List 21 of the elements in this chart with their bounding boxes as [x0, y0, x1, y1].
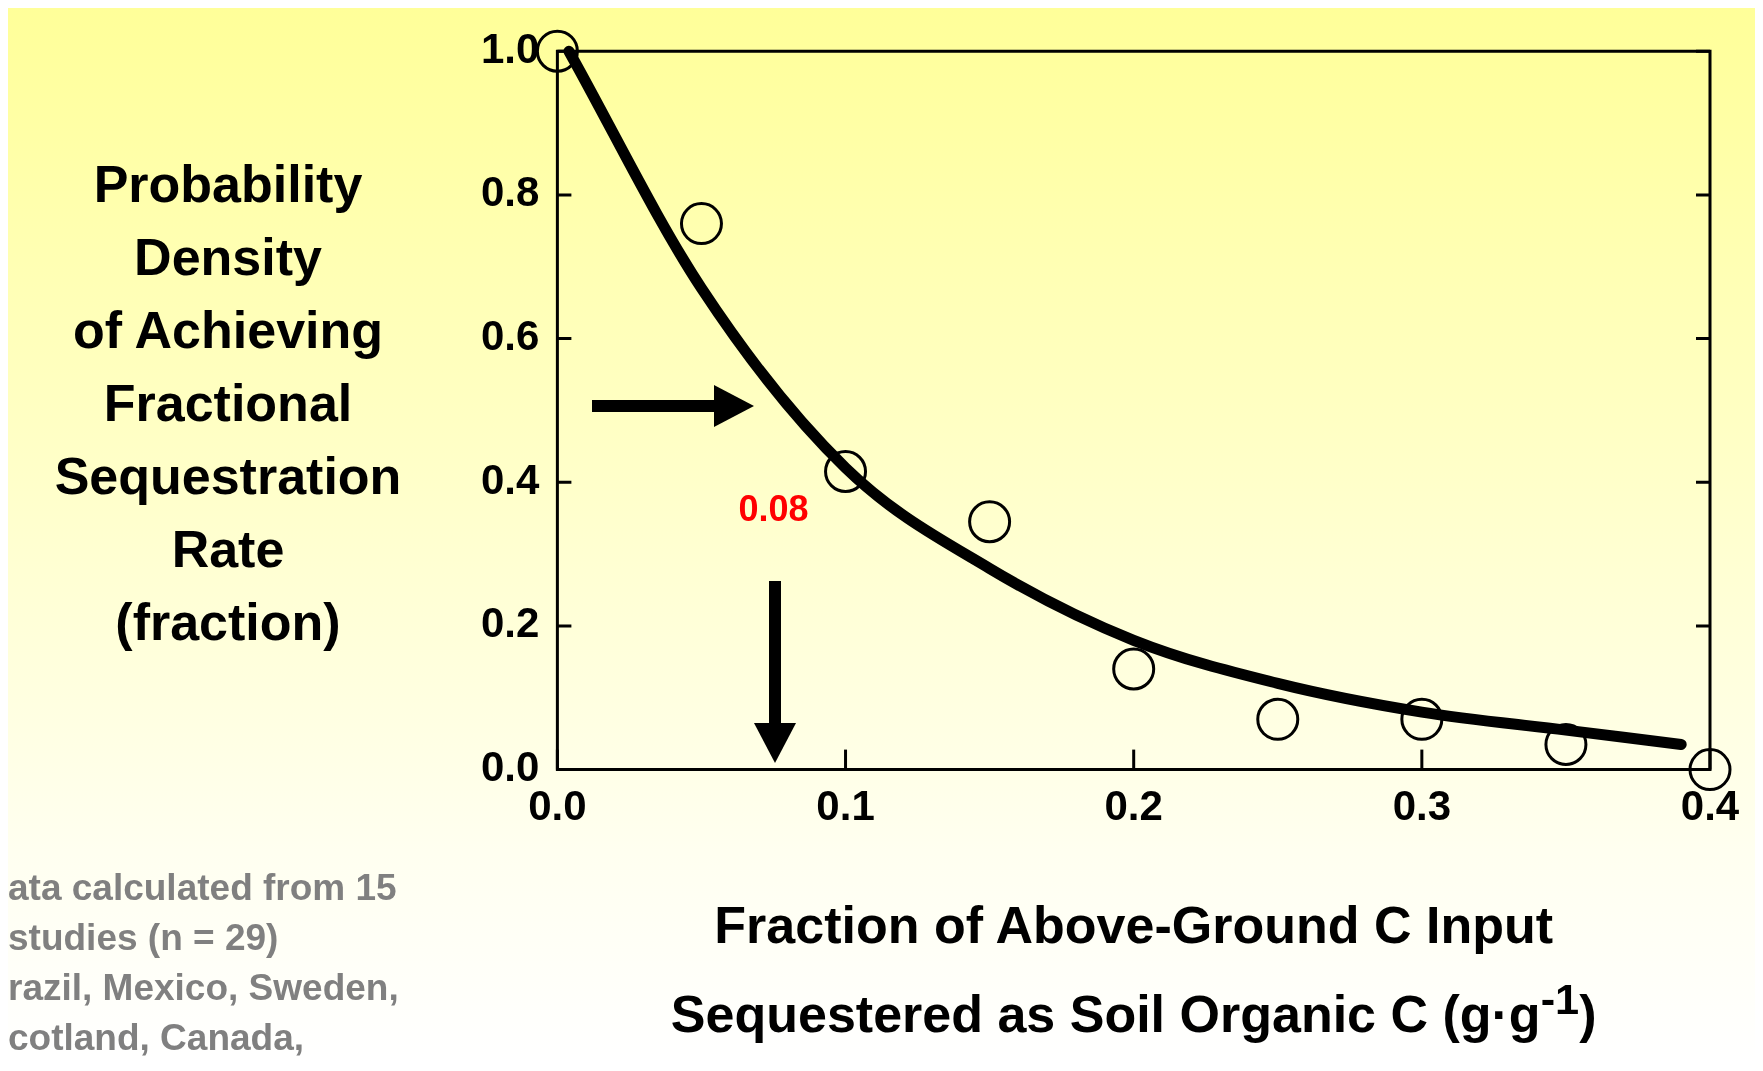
text: ata calculated from 15 studies (n = 29) razil, Mexico, Sweden, cotland, Canada,: [8, 866, 400, 1060]
y-tick-label: 0.2: [481, 599, 540, 647]
y-tick-label: 0.4: [481, 455, 541, 503]
x-tick-label: 0.1: [816, 782, 875, 830]
point: [1112, 647, 1156, 691]
y-tick-label: 1.0: [481, 24, 540, 72]
point: [1544, 722, 1588, 766]
annotation: 0.08: [738, 487, 809, 529]
point: [824, 449, 868, 493]
y-tick-label: 0.8: [481, 168, 540, 216]
point: [679, 202, 723, 246]
y-tick-label: 0.6: [481, 312, 540, 360]
x-tick-label: 0.3: [1392, 782, 1452, 830]
point: [1256, 697, 1300, 741]
point: [1688, 748, 1732, 792]
x-tick-label: 0.2: [1104, 782, 1163, 830]
point: [1400, 697, 1444, 741]
x-axis-title: Fraction of Above-Ground C Input Sequestered as Soil Organic C (g·g$^{-1}$): [669, 895, 1598, 1046]
x-tick-label: 0.4: [1680, 782, 1740, 830]
point: [968, 500, 1012, 544]
y-axis-title: Probability Density of Achieving Fractional Sequestration Rate (fraction): [53, 154, 403, 653]
